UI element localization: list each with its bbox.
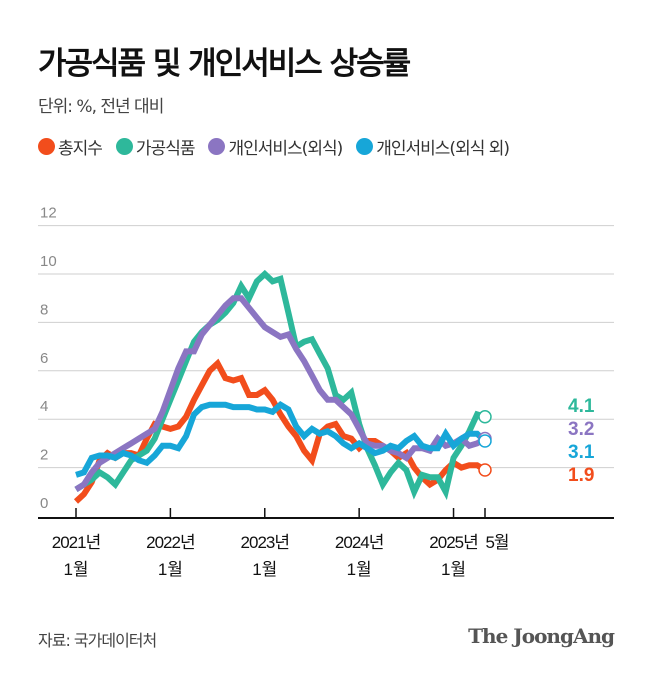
y-tick-label: 2 — [40, 447, 48, 464]
y-tick-label: 6 — [40, 350, 48, 367]
legend-label: 가공식품 — [135, 139, 196, 159]
end-marker — [478, 410, 492, 424]
legend-item-services-excl-dining: 개인서비스(외식 외) — [356, 134, 510, 159]
y-tick-label: 0 — [40, 495, 48, 512]
end-value-label: 3.1 — [568, 442, 595, 463]
legend-label: 개인서비스(외식 외) — [376, 139, 510, 159]
legend-swatch — [208, 138, 226, 155]
x-tick-label: 2023년 — [241, 533, 289, 552]
x-tick-label: 2021년 — [52, 533, 100, 552]
y-tick-label: 12 — [40, 205, 57, 222]
y-tick-label: 4 — [40, 398, 48, 415]
end-marker — [478, 434, 492, 448]
publisher-logo: The JoongAng — [468, 624, 615, 648]
legend-swatch — [38, 138, 55, 155]
legend-swatch — [356, 138, 374, 155]
chart-title: 가공식품 및 개인서비스 상승률 — [38, 46, 411, 82]
x-tick-label: 1월 — [252, 560, 277, 579]
series-line-0 — [73, 358, 487, 504]
x-tick-label: 1월 — [63, 560, 88, 579]
chart-subtitle: 단위: %, 전년 대비 — [38, 97, 164, 117]
series-line-3 — [75, 400, 488, 478]
y-tick-label: 10 — [40, 253, 57, 270]
end-value-label: 4.1 — [568, 396, 595, 417]
series-line-1 — [74, 269, 486, 501]
legend-swatch — [115, 138, 133, 155]
y-tick-label: 8 — [40, 301, 48, 318]
legend-label: 개인서비스(외식) — [228, 139, 343, 159]
source-note: 자료: 국가데이터처 — [38, 631, 157, 650]
x-tick-label: 1월 — [347, 560, 372, 579]
series-line-2 — [74, 295, 487, 492]
end-value-label: 1.9 — [568, 465, 594, 486]
legend-item-total: 총지수 — [38, 134, 103, 159]
x-tick-label: 2025년 — [429, 533, 477, 552]
legend-item-processed-food: 가공식품 — [115, 134, 196, 159]
x-tick-label: 5월 — [485, 533, 508, 552]
x-tick-label: 2022년 — [146, 533, 194, 552]
legend-label: 총지수 — [58, 139, 103, 159]
x-tick-label: 2024년 — [335, 533, 383, 552]
x-tick-label: 1월 — [441, 560, 466, 579]
legend: 총지수 가공식품 개인서비스(외식) 개인서비스(외식 외) — [38, 134, 510, 159]
end-marker — [478, 463, 492, 477]
legend-item-dining-out: 개인서비스(외식) — [208, 134, 343, 159]
x-tick-label: 1월 — [158, 560, 183, 579]
end-value-label: 3.2 — [568, 419, 594, 440]
